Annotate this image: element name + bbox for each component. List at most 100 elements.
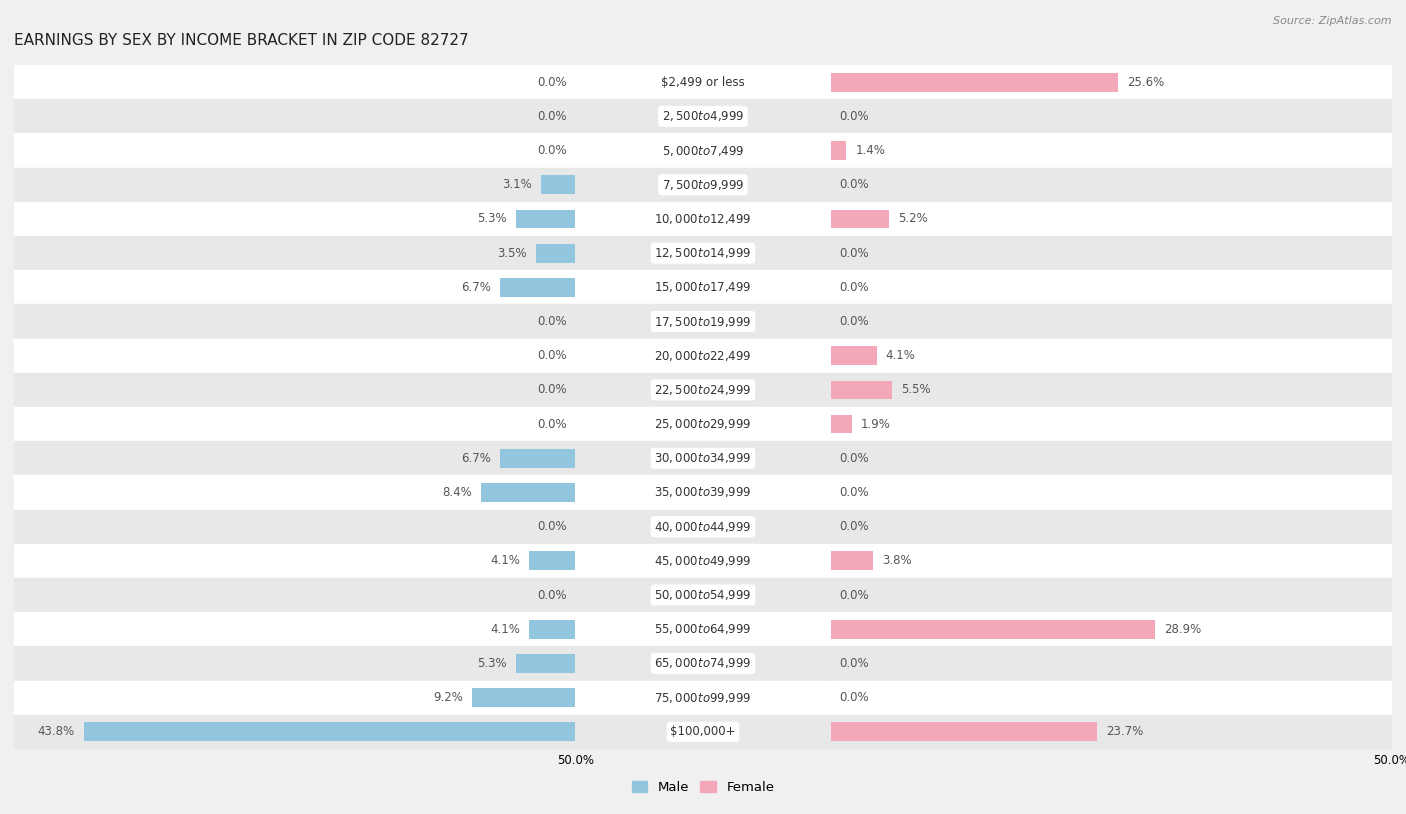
Bar — [831, 346, 876, 365]
Bar — [831, 380, 893, 400]
Text: 0.0%: 0.0% — [537, 76, 567, 89]
Text: $22,500 to $24,999: $22,500 to $24,999 — [654, 383, 752, 397]
Bar — [575, 510, 831, 544]
Bar — [831, 202, 1392, 236]
Bar — [14, 681, 575, 715]
Text: 0.0%: 0.0% — [537, 520, 567, 533]
Bar — [575, 578, 831, 612]
Bar — [14, 441, 575, 475]
Bar — [516, 209, 575, 229]
Bar — [575, 715, 831, 749]
Bar — [831, 646, 1392, 681]
Text: 0.0%: 0.0% — [839, 315, 869, 328]
Bar — [14, 373, 575, 407]
Bar — [501, 449, 575, 468]
Text: 5.3%: 5.3% — [477, 212, 508, 225]
Bar — [575, 475, 831, 510]
Bar — [575, 544, 831, 578]
Text: 0.0%: 0.0% — [537, 349, 567, 362]
Text: 0.0%: 0.0% — [839, 691, 869, 704]
Bar — [831, 99, 1392, 133]
Bar — [575, 236, 831, 270]
Text: 0.0%: 0.0% — [537, 418, 567, 431]
Bar — [831, 475, 1392, 510]
Text: 1.4%: 1.4% — [855, 144, 886, 157]
Text: 3.5%: 3.5% — [498, 247, 527, 260]
Text: 0.0%: 0.0% — [839, 110, 869, 123]
Text: 6.7%: 6.7% — [461, 452, 491, 465]
Bar — [831, 441, 1392, 475]
Text: $35,000 to $39,999: $35,000 to $39,999 — [654, 485, 752, 500]
Text: 0.0%: 0.0% — [537, 589, 567, 602]
Bar — [14, 407, 575, 441]
Text: $17,500 to $19,999: $17,500 to $19,999 — [654, 314, 752, 329]
Text: 8.4%: 8.4% — [443, 486, 472, 499]
Bar — [14, 270, 575, 304]
Text: 23.7%: 23.7% — [1105, 725, 1143, 738]
Bar — [831, 551, 873, 571]
Text: $75,000 to $99,999: $75,000 to $99,999 — [654, 690, 752, 705]
Text: $2,499 or less: $2,499 or less — [661, 76, 745, 89]
Bar — [831, 722, 1097, 742]
Text: 3.8%: 3.8% — [882, 554, 912, 567]
Text: $20,000 to $22,499: $20,000 to $22,499 — [654, 348, 752, 363]
Bar — [14, 510, 575, 544]
Bar — [831, 619, 1156, 639]
Text: $50,000 to $54,999: $50,000 to $54,999 — [654, 588, 752, 602]
Bar — [14, 715, 575, 749]
Text: 0.0%: 0.0% — [537, 315, 567, 328]
Text: 0.0%: 0.0% — [839, 452, 869, 465]
Bar — [14, 339, 575, 373]
Bar — [831, 270, 1392, 304]
Bar — [831, 168, 1392, 202]
Bar — [831, 414, 852, 434]
Bar — [831, 715, 1392, 749]
Bar — [575, 681, 831, 715]
Bar — [501, 278, 575, 297]
Text: $40,000 to $44,999: $40,000 to $44,999 — [654, 519, 752, 534]
Text: 25.6%: 25.6% — [1128, 76, 1164, 89]
Text: 5.5%: 5.5% — [901, 383, 931, 396]
Bar — [536, 243, 575, 263]
Bar — [575, 373, 831, 407]
Text: 5.3%: 5.3% — [477, 657, 508, 670]
Bar — [831, 612, 1392, 646]
Bar — [575, 441, 831, 475]
Bar — [831, 236, 1392, 270]
Text: 0.0%: 0.0% — [537, 144, 567, 157]
Text: $30,000 to $34,999: $30,000 to $34,999 — [654, 451, 752, 466]
Text: 3.1%: 3.1% — [502, 178, 531, 191]
Text: $65,000 to $74,999: $65,000 to $74,999 — [654, 656, 752, 671]
Text: 5.2%: 5.2% — [898, 212, 928, 225]
Bar — [575, 202, 831, 236]
Text: 0.0%: 0.0% — [839, 281, 869, 294]
Bar — [14, 304, 575, 339]
Bar — [831, 72, 1118, 92]
Bar — [14, 65, 575, 99]
Bar — [831, 407, 1392, 441]
Bar — [575, 612, 831, 646]
Bar — [831, 578, 1392, 612]
Bar — [481, 483, 575, 502]
Bar — [575, 407, 831, 441]
Text: $5,000 to $7,499: $5,000 to $7,499 — [662, 143, 744, 158]
Bar — [575, 133, 831, 168]
Bar — [831, 209, 889, 229]
Text: $55,000 to $64,999: $55,000 to $64,999 — [654, 622, 752, 637]
Bar — [575, 270, 831, 304]
Text: $10,000 to $12,499: $10,000 to $12,499 — [654, 212, 752, 226]
Bar — [14, 544, 575, 578]
Bar — [14, 99, 575, 133]
Text: 4.1%: 4.1% — [491, 623, 520, 636]
Bar — [472, 688, 575, 707]
Text: 0.0%: 0.0% — [839, 657, 869, 670]
Text: 0.0%: 0.0% — [839, 520, 869, 533]
Text: 4.1%: 4.1% — [886, 349, 915, 362]
Text: 28.9%: 28.9% — [1164, 623, 1201, 636]
Bar — [575, 339, 831, 373]
Bar — [84, 722, 575, 742]
Bar — [831, 304, 1392, 339]
Text: 4.1%: 4.1% — [491, 554, 520, 567]
Bar — [14, 168, 575, 202]
Bar — [831, 373, 1392, 407]
